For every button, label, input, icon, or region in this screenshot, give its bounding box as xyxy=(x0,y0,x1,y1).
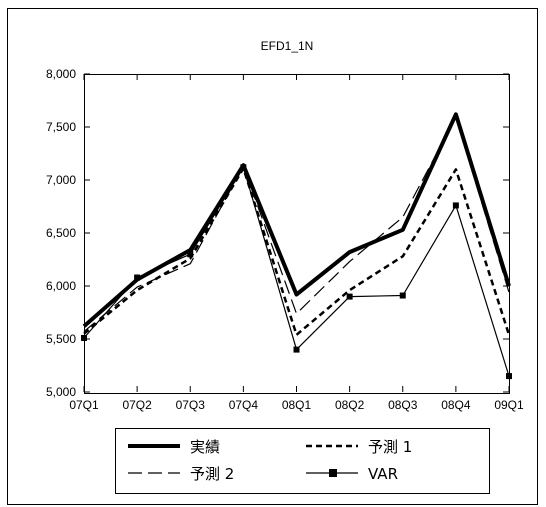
outer-border xyxy=(7,8,538,505)
x-tick-label: 08Q2 xyxy=(335,398,365,412)
series-3-point xyxy=(187,251,194,258)
y-tick-label: 6,500 xyxy=(46,226,76,240)
plot-area xyxy=(84,74,510,394)
legend-box xyxy=(115,428,490,494)
series-line-2 xyxy=(83,116,510,333)
legend-label-1: 予測 1 xyxy=(368,438,412,456)
x-axis: 07Q1 07Q2 07Q3 07Q4 08Q1 08Q2 08Q3 08Q4 09Q1 xyxy=(69,74,524,412)
y-tick-label: 6,000 xyxy=(46,279,76,293)
legend-label-3: VAR xyxy=(368,465,398,483)
series-3-point xyxy=(346,293,353,300)
series-line-1 xyxy=(83,167,511,337)
legend: 実績 予測 1 予測 2 VAR xyxy=(115,428,490,494)
y-tick-label: 7,000 xyxy=(46,173,76,187)
legend-label-2: 予測 2 xyxy=(190,465,234,483)
x-tick-label: 07Q1 xyxy=(69,398,99,412)
series-3-point xyxy=(81,334,87,341)
series-3-point xyxy=(452,202,459,209)
series-line-0 xyxy=(82,112,511,328)
x-tick-label: 09Q1 xyxy=(494,398,524,412)
x-tick-label: 07Q2 xyxy=(122,398,152,412)
series-3-point xyxy=(399,292,406,299)
chart-title: EFD1_1N xyxy=(261,39,314,53)
y-axis: 5,000 5,500 6,000 6,500 7,000 7,500 8,000 xyxy=(46,67,509,399)
x-tick-label: 07Q3 xyxy=(176,398,206,412)
series-3-point xyxy=(293,346,300,353)
series-layer xyxy=(81,112,512,380)
x-tick-label: 07Q4 xyxy=(229,398,259,412)
x-tick-label: 08Q3 xyxy=(388,398,418,412)
x-tick-label: 08Q4 xyxy=(441,398,471,412)
series-3-point xyxy=(506,373,512,380)
legend-swatch-marker xyxy=(329,469,337,477)
y-tick-label: 8,000 xyxy=(46,67,76,81)
y-tick-label: 5,000 xyxy=(46,385,76,399)
y-tick-label: 5,500 xyxy=(46,332,76,346)
x-tick-label: 08Q1 xyxy=(282,398,312,412)
legend-label-0: 実績 xyxy=(190,438,220,456)
y-tick-label: 7,500 xyxy=(46,120,76,134)
